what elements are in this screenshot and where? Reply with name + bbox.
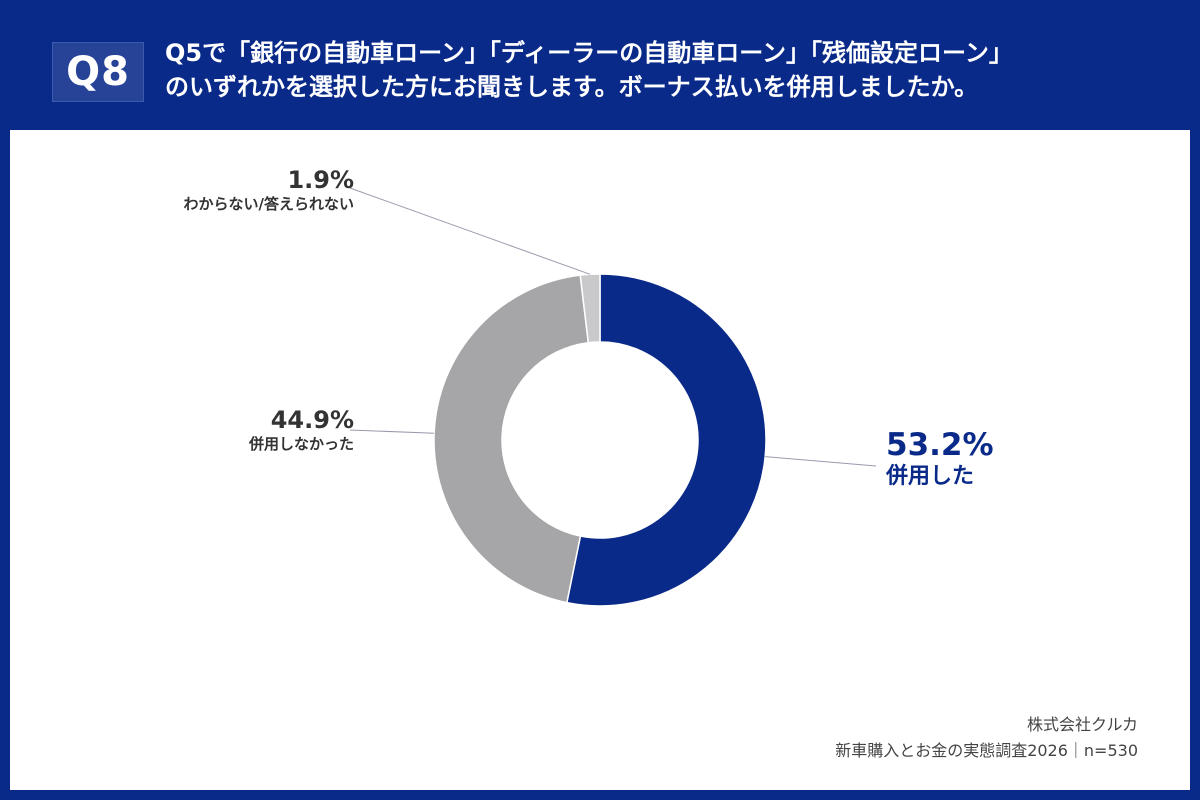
question-text: Q5で「銀行の自動車ローン」「ディーラーの自動車ローン」「残価設定ローン」 のい… [165, 36, 1165, 104]
label-not-used-name: 併用しなかった [248, 435, 354, 453]
slice-unknown [579, 273, 601, 344]
leader-line-unknown [349, 187, 591, 275]
label-used-percent: 53.2% [886, 427, 994, 463]
label-not-used-percent: 44.9% [270, 406, 354, 434]
header-bar: Q8 Q5で「銀行の自動車ローン」「ディーラーの自動車ローン」「残価設定ローン」… [0, 0, 1200, 130]
label-unknown-name: わからない/答えられない [183, 195, 354, 213]
label-unknown-percent: 1.9% [287, 166, 354, 194]
leader-line-used [765, 456, 877, 467]
label-not-used: 44.9% 併用しなかった [249, 406, 354, 454]
label-used: 53.2% 併用した [886, 428, 994, 492]
footer-company: 株式会社クルカ [1026, 715, 1138, 734]
question-badge: Q8 [52, 42, 144, 102]
footer-survey: 新車購入とお金の実態調査2026｜n=530 [835, 741, 1138, 760]
question-number: Q8 [66, 49, 130, 95]
question-line-2: のいずれかを選択した方にお聞きします。ボーナス払いを併用しましたか。 [165, 73, 979, 101]
question-line-1: Q5で「銀行の自動車ローン」「ディーラーの自動車ローン」「残価設定ローン」 [165, 39, 1013, 67]
slice-not-used [433, 274, 590, 604]
donut-chart [349, 187, 877, 607]
label-used-name: 併用した [886, 464, 975, 489]
footer-credits: 株式会社クルカ 新車購入とお金の実態調査2026｜n=530 [835, 712, 1138, 764]
label-unknown: 1.9% わからない/答えられない [184, 166, 354, 214]
chart-panel: 1.9% わからない/答えられない 44.9% 併用しなかった 53.2% 併用… [10, 130, 1190, 790]
leader-line-not-used [349, 429, 435, 434]
slice-used [565, 273, 767, 607]
